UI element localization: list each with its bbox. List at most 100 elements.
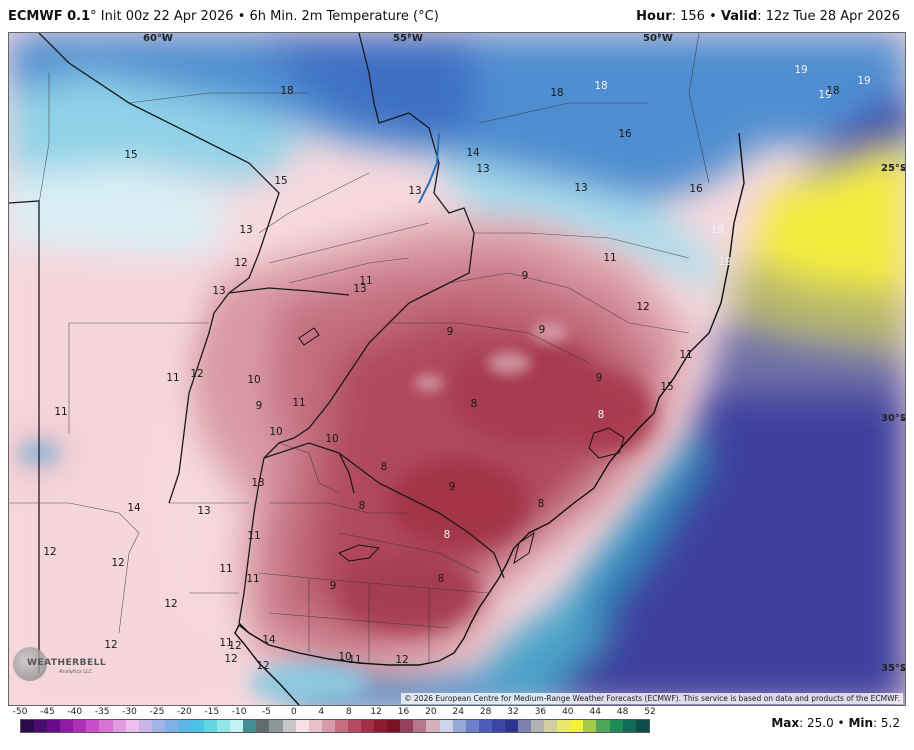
- map-value: 8: [380, 461, 388, 473]
- colorbar-segment: [112, 720, 126, 732]
- coastline: [234, 132, 745, 705]
- map-value: 10: [269, 426, 283, 438]
- colorbar-segment: [374, 720, 388, 732]
- map-value: 11: [219, 637, 233, 649]
- map-value: 18: [280, 85, 294, 97]
- colorbar-tick-label: -5: [262, 707, 272, 717]
- colorbar-tick-label: -45: [40, 707, 55, 717]
- colorbar-segment: [465, 720, 479, 732]
- hour-value: 156: [680, 9, 705, 24]
- lat-label-25s: 25°S: [881, 163, 906, 174]
- map-value: 12: [104, 639, 118, 651]
- map-value: 10: [247, 374, 261, 386]
- map-value: 8: [597, 409, 605, 421]
- colorbar-tick-label: 52: [644, 707, 656, 717]
- map-value: 11: [348, 654, 362, 666]
- colorbar-segment: [531, 720, 545, 732]
- colorbar-segment: [125, 720, 139, 732]
- product-title: ECMWF 0.1° Init 00z 22 Apr 2026 • 6h Min…: [8, 9, 439, 24]
- weatherbell-logo: WEATHERBELL Analytics LLC: [13, 647, 106, 683]
- map-value: 12: [190, 368, 204, 380]
- map-value: 18: [550, 87, 564, 99]
- min-label: Min: [848, 716, 874, 730]
- colorbar-segment: [73, 720, 87, 732]
- colorbar-segment: [583, 720, 597, 732]
- colorbar-segment: [230, 720, 244, 732]
- colorbar-segment: [622, 720, 636, 732]
- map-value: 12: [224, 653, 238, 665]
- colorbar-tick-label: 0: [291, 707, 297, 717]
- colorbar-segment: [191, 720, 205, 732]
- colorbar-segment: [177, 720, 192, 732]
- map-value: 11: [247, 530, 261, 542]
- colorbar-segment: [596, 720, 610, 732]
- stats-separator: •: [837, 716, 845, 730]
- colorbar-tick-label: -30: [122, 707, 137, 717]
- map-value: 8: [443, 529, 451, 541]
- colorbar-segment: [60, 720, 74, 732]
- colorbar-segment: [321, 720, 335, 732]
- logo-text: WEATHERBELL: [27, 658, 107, 668]
- colorbar-tick-label: 8: [345, 707, 352, 717]
- colorbar-segment: [256, 720, 270, 732]
- colorbar-segment: [361, 720, 375, 732]
- map-value: 8: [437, 573, 445, 585]
- colorbar-segment: [86, 720, 100, 732]
- map-value: 13: [239, 224, 253, 236]
- map-value: 19: [794, 64, 808, 76]
- colorbar-tick-label: 4: [318, 707, 325, 717]
- colorbar-segment: [400, 720, 414, 732]
- colorbar-segment: [269, 720, 283, 732]
- map-value: 12: [164, 598, 178, 610]
- colorbar-tick-label: -10: [231, 707, 247, 717]
- min-value: 5.2: [880, 716, 900, 730]
- colorbar-segment: [491, 720, 505, 732]
- map-value: 13: [574, 182, 588, 194]
- map-value: 16: [689, 183, 703, 195]
- colorbar-tick-label: -50: [12, 707, 28, 717]
- colorbar-tick-label: 28: [479, 707, 492, 717]
- colorbar-segment: [609, 720, 623, 732]
- map-value: 10: [338, 651, 352, 663]
- colorbar-segment: [34, 720, 48, 732]
- map-value: 14: [262, 634, 276, 646]
- colorbar-segment: [243, 720, 257, 732]
- map-value: 9: [446, 326, 454, 338]
- lon-label-50w: 50°W: [643, 33, 673, 44]
- colorbar-tick-label: 20: [425, 707, 437, 717]
- map-value: 16: [618, 128, 632, 140]
- colorbar-segment: [308, 720, 322, 732]
- map-value: 9: [255, 400, 263, 412]
- lon-label-55w: 55°W: [393, 33, 423, 44]
- colorbar-segment: [439, 720, 453, 732]
- map-value: 13: [408, 185, 422, 197]
- map-value: 11: [679, 349, 693, 361]
- colorbar-segment: [570, 720, 584, 732]
- map-value: 18: [594, 80, 608, 92]
- colorbar-segment: [347, 720, 362, 732]
- colorbar-tick-label: 24: [452, 707, 464, 717]
- map-value: 11: [219, 563, 233, 575]
- colorbar-tick-label: 32: [507, 707, 519, 717]
- max-min-stats: Max: 25.0 • Min: 5.2: [771, 716, 900, 730]
- map-value: 13: [353, 283, 367, 295]
- map-value: 12: [636, 301, 650, 313]
- globe-icon: [13, 647, 47, 681]
- colorbar-tick-label: -35: [94, 707, 110, 717]
- copyright-notice: © 2026 European Centre for Medium-Range …: [401, 693, 903, 704]
- map-value: 12: [256, 660, 270, 672]
- map-value: 9: [595, 372, 603, 384]
- colorbar-tick-label: -15: [204, 707, 220, 717]
- colorbar-tick-label: -40: [67, 707, 83, 717]
- map-value: 13: [212, 285, 226, 297]
- lat-label-35s: 35°S: [881, 663, 906, 674]
- map-value: 19: [857, 75, 871, 87]
- map-value: 19: [710, 224, 724, 236]
- map-value: 15: [660, 381, 674, 393]
- map-value: 13: [251, 477, 265, 489]
- product-name: 6h Min. 2m Temperature (°C): [249, 9, 439, 24]
- temperature-map: 60°W 55°W 50°W 25°S 30°S 35°S 18 18 18 1…: [8, 32, 906, 706]
- map-value: 12: [234, 257, 248, 269]
- model-name: ECMWF 0.1: [8, 9, 91, 24]
- map-value: 14: [127, 502, 141, 514]
